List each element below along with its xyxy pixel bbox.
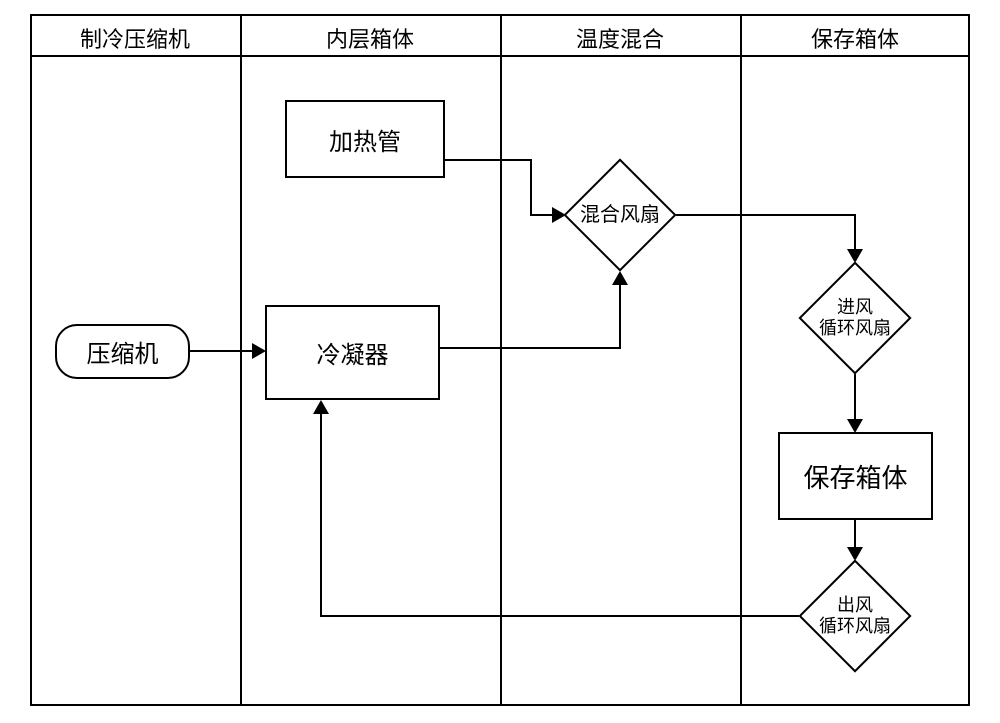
flowchart-canvas: 制冷压缩机 内层箱体 温度混合 保存箱体 压缩机 加热管 冷凝器 <box>0 0 1000 723</box>
edge-storage-to-outlet <box>854 520 856 547</box>
node-condenser-label: 冷凝器 <box>317 335 389 370</box>
col-divider-1 <box>240 14 242 706</box>
edge-mix-to-intake-h <box>676 214 856 216</box>
node-condenser: 冷凝器 <box>265 305 440 400</box>
edge-outlet-to-condenser-v <box>320 413 322 617</box>
col-header-1-label: 内层箱体 <box>240 22 500 54</box>
arrowhead-condenser-to-mix <box>612 271 628 285</box>
node-heater-label: 加热管 <box>329 122 401 157</box>
col-header-1: 内层箱体 <box>240 14 500 55</box>
col-header-2: 温度混合 <box>500 14 740 55</box>
edge-intake-to-storage <box>854 374 856 419</box>
node-storage-label: 保存箱体 <box>803 458 907 495</box>
node-heater: 加热管 <box>285 100 445 178</box>
edge-heater-to-mix-h <box>445 159 532 161</box>
col-header-3: 保存箱体 <box>740 14 970 55</box>
col-divider-3 <box>740 14 742 706</box>
node-storage: 保存箱体 <box>778 432 933 520</box>
arrowhead-compressor-to-condenser <box>252 343 266 359</box>
node-mix-fan: 混合风扇 <box>564 159 676 271</box>
col-header-2-label: 温度混合 <box>500 22 740 54</box>
edge-condenser-to-mix-v <box>619 285 621 349</box>
edge-mix-to-intake-v <box>854 214 856 249</box>
node-compressor-label: 压缩机 <box>87 334 159 369</box>
edge-condenser-to-mix-h <box>440 347 621 349</box>
node-intake-fan: 进风 循环风扇 <box>799 262 911 374</box>
edge-heater-to-mix-h2 <box>530 214 552 216</box>
col-divider-2 <box>500 14 502 706</box>
node-outlet-fan-label: 出风 循环风扇 <box>819 595 891 636</box>
node-outlet-fan: 出风 循环风扇 <box>799 560 911 672</box>
node-mix-fan-label: 混合风扇 <box>580 204 660 227</box>
col-header-0: 制冷压缩机 <box>30 14 240 55</box>
node-intake-fan-label: 进风 循环风扇 <box>819 297 891 338</box>
edge-heater-to-mix-v <box>530 159 532 214</box>
arrowhead-intake-to-storage <box>847 419 863 433</box>
node-compressor: 压缩机 <box>55 324 190 379</box>
arrowhead-outlet-to-condenser <box>313 400 329 414</box>
col-header-3-label: 保存箱体 <box>740 22 970 54</box>
edge-compressor-to-condenser <box>190 350 252 352</box>
col-header-0-label: 制冷压缩机 <box>30 22 240 54</box>
edge-outlet-to-condenser-h <box>320 615 799 617</box>
